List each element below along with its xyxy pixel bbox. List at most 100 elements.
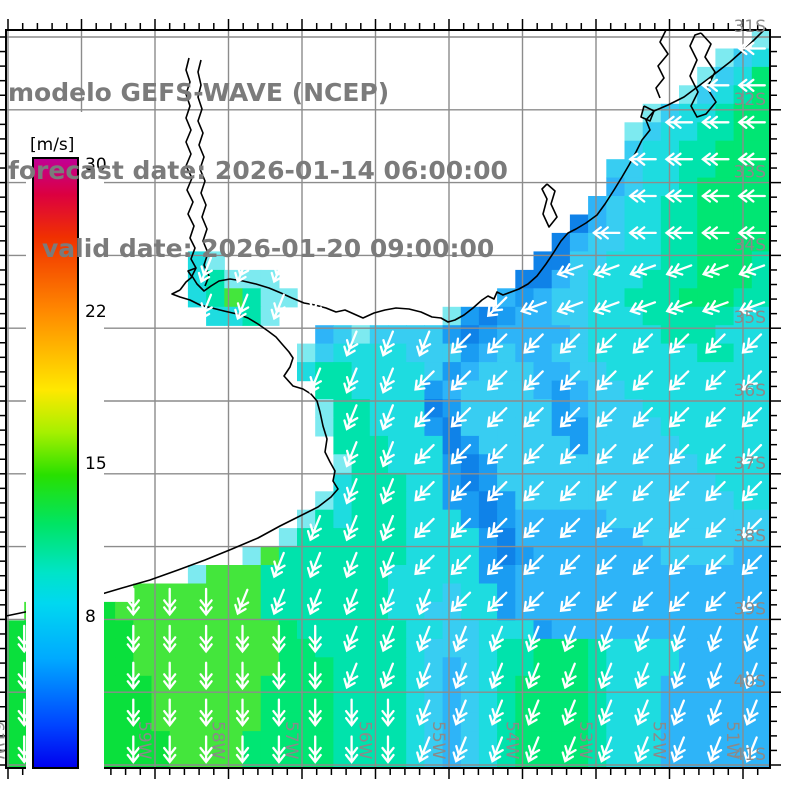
longitude-label: 52W — [649, 721, 669, 760]
map-cell — [624, 288, 644, 308]
map-cell — [679, 251, 698, 271]
map-cell — [697, 251, 716, 271]
wave-direction-arrow — [270, 551, 286, 579]
map-cell — [424, 601, 444, 621]
map-cell — [187, 712, 207, 732]
map-cell — [278, 601, 298, 621]
wave-direction-arrow — [379, 478, 395, 505]
map-cell — [551, 638, 571, 658]
wave-direction-arrow — [308, 735, 322, 764]
map-cell — [333, 749, 353, 769]
map-cell — [278, 528, 298, 548]
latitude-label: 31S — [734, 17, 766, 37]
wave-direction-arrow — [416, 625, 432, 653]
longitude-label: 51W — [722, 721, 742, 760]
map-cell — [460, 731, 480, 751]
map-cell — [679, 214, 698, 234]
map-cell — [351, 694, 371, 714]
map-cell — [478, 435, 498, 455]
wave-direction-arrow — [701, 152, 730, 166]
map-cell — [260, 601, 280, 621]
map-cell — [606, 749, 626, 769]
map-cell — [242, 288, 262, 308]
map-cell — [533, 251, 553, 271]
map-cell — [406, 362, 425, 382]
longitude-label: 59W — [134, 721, 154, 760]
wave-direction-arrow — [414, 554, 435, 576]
map-cell — [588, 638, 607, 658]
map-cell — [569, 269, 589, 289]
map-cell — [606, 620, 626, 640]
wave-direction-arrow — [561, 736, 577, 763]
coastline-path — [655, 29, 669, 99]
colorbar-unit-label: [m/s] — [30, 135, 74, 155]
wave-direction-arrow — [741, 443, 763, 465]
latitude-label: 32S — [734, 90, 766, 110]
map-cell — [515, 269, 535, 289]
map-cell — [533, 306, 553, 326]
wave-direction-arrow — [707, 699, 723, 726]
wave-direction-arrow — [634, 736, 650, 763]
map-cell — [151, 657, 171, 677]
map-cell — [624, 122, 644, 142]
wave-direction-arrow — [486, 554, 508, 576]
wave-direction-arrow — [668, 591, 690, 613]
map-cell — [751, 417, 771, 437]
wave-direction-arrow — [596, 333, 617, 354]
map-cell — [642, 731, 662, 751]
map-cell — [551, 472, 571, 492]
map-cell — [624, 620, 644, 640]
map-cell — [242, 620, 262, 640]
wave-direction-arrow — [450, 407, 472, 428]
map-cell — [515, 362, 535, 382]
wave-direction-arrow — [416, 588, 432, 616]
wave-direction-arrow — [664, 189, 694, 203]
map-cell — [478, 325, 498, 345]
wave-direction-arrow — [664, 152, 694, 166]
wave-direction-arrow — [306, 551, 323, 579]
map-cell — [497, 638, 516, 658]
map-cell — [442, 638, 462, 658]
wave-direction-arrow — [270, 588, 286, 616]
map-cell — [369, 620, 389, 640]
wave-direction-arrow — [556, 263, 584, 279]
map-cell — [715, 565, 735, 585]
map-cell — [751, 528, 771, 548]
map-cell — [751, 694, 771, 714]
wave-direction-arrow — [701, 226, 730, 240]
map-cell — [515, 583, 535, 603]
map-cell — [351, 454, 371, 474]
map-cell — [333, 491, 353, 511]
map-cell — [442, 546, 462, 566]
map-cell — [133, 731, 153, 751]
map-cell — [497, 675, 516, 695]
map-cell — [751, 620, 771, 640]
wave-direction-arrow — [343, 404, 359, 431]
wave-direction-arrow — [597, 699, 614, 726]
latitude-label: 40S — [734, 672, 766, 692]
map-cell — [588, 214, 607, 234]
wave-direction-arrow — [705, 480, 726, 502]
map-cell — [697, 509, 716, 529]
wave-direction-arrow — [596, 517, 617, 539]
wave-direction-arrow — [488, 625, 504, 653]
map-cell — [606, 454, 626, 474]
map-cell — [442, 675, 462, 695]
wave-direction-arrow — [343, 514, 359, 542]
wave-direction-arrow — [379, 625, 395, 653]
map-cell — [697, 362, 716, 382]
wave-direction-arrow — [632, 591, 654, 613]
map-cell — [351, 638, 371, 658]
map-cell — [424, 657, 444, 677]
map-cell — [351, 528, 371, 548]
coastline-path — [689, 32, 717, 118]
wave-direction-arrow — [163, 624, 177, 654]
map-cell — [533, 454, 553, 474]
wave-direction-arrow — [707, 625, 723, 653]
map-cell — [206, 731, 225, 751]
map-cell — [369, 601, 389, 621]
map-cell — [715, 380, 735, 400]
wave-direction-arrow — [596, 480, 617, 502]
map-cell — [642, 528, 662, 548]
map-cell — [388, 620, 407, 640]
